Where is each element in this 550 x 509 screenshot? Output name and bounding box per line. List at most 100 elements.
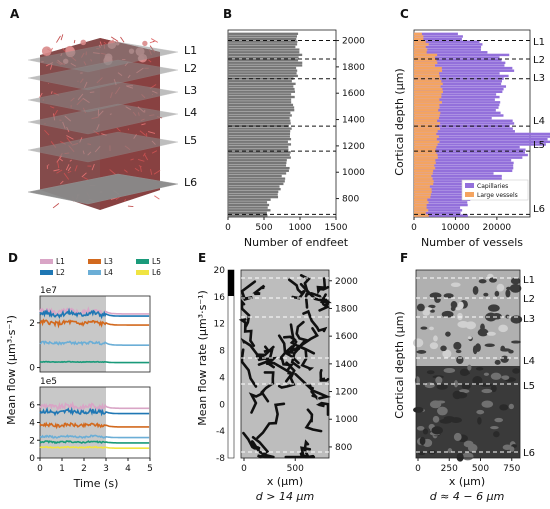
panel-f-cell [509,283,522,293]
panel-d-bottom-scale: 1e5 [40,377,57,387]
panel-b-bar [228,159,287,162]
panel-c-bar-capillaries [414,198,471,201]
panel-b-bar [228,98,292,101]
vessel-segment [110,36,119,42]
panel-c-bar-capillaries [414,103,500,107]
panel-b-bar [228,188,281,191]
panel-c-bar-large-vessels [414,137,437,141]
panel-b-ytick-label: 1800 [342,63,365,73]
panel-b-bar [228,201,268,204]
panel-b-bar [228,193,278,196]
legend-swatch-l3 [88,259,101,264]
panel-f-cell [453,341,462,350]
panel-f-cell [429,342,439,350]
panel-f-cell [510,277,521,285]
panel-c-bar-large-vessels [414,32,422,36]
panel-e-colorbar-tick: 8 [219,347,225,357]
panel-c-bar-large-vessels [414,87,443,91]
panel-f-cell [459,368,470,377]
panel-f-cell [481,388,493,394]
panel-c-bar-capillaries [414,195,478,199]
panel-e-vessel [238,318,256,347]
panel-d-xlabel: Time (s) [73,477,119,490]
vessel-top [80,39,87,46]
panel-f-cell [480,323,485,332]
panel-c-bar-capillaries [414,188,477,191]
vessel-segment [139,166,142,173]
legend-swatch-l6 [136,270,149,275]
panel-e-vessel [248,389,265,414]
panel-b-bar [228,206,268,209]
panel-d-top-stim-shade [40,296,106,372]
panel-b-bar [228,185,280,188]
panel-b-ytick-label: 1000 [342,168,365,178]
panel-c-bar-capillaries [414,137,548,141]
panel-c-bar-capillaries [414,209,463,212]
panel-c-bar-capillaries [414,211,461,215]
panel-a-layer-label: L6 [184,176,197,189]
panel-d-bottom-ytick-label: 0 [29,454,35,464]
panel-b-ytick-label: 2000 [342,37,365,47]
panel-c-bar-capillaries [414,98,495,101]
panel-c-bar-capillaries [414,214,468,217]
panel-b-bar [228,122,291,125]
vessel-top [41,46,52,56]
panel-c-bar-capillaries [414,40,480,43]
panel-f-cell [461,383,471,390]
panel-c-bar-capillaries [414,206,461,209]
panel-f-cell [467,336,472,340]
panel-f-cell [445,331,451,337]
panel-e-colorbar-tick: 4 [219,373,225,383]
panel-c-bar-capillaries [414,172,494,175]
panel-c-bar-capillaries [414,61,506,65]
panel-c-bar-large-vessels [414,148,436,151]
panel-c-bar-capillaries [414,111,501,115]
panel-f-cell [430,309,435,313]
panel-b-xtick-label: 0 [225,223,231,233]
panel-f-cell [424,307,433,311]
panel-e-vessel [257,345,278,369]
panel-a-layer-label: L5 [184,134,197,147]
panel-f-cell [483,292,489,297]
panel-b-bar [228,74,298,78]
panel-e-ytick-label: 1200 [335,388,358,398]
panel-f-cell [433,335,438,342]
panel-f-xtick-label: 0 [415,464,421,474]
legend-swatch-l5 [136,259,149,264]
vessel-segment [56,155,63,163]
vessel-segment [109,169,117,176]
panel-f-cell [428,304,436,309]
panel-c-bar-capillaries [414,51,488,54]
panel-d-top-series-l4 [39,340,150,347]
panel-c-bar-large-vessels [414,95,442,99]
panel-e-vessel [250,440,275,459]
panel-f-cell [486,331,496,336]
panel-c-layer-label: L1 [533,37,545,48]
panel-f-cell [502,444,512,451]
panel-e-vessel [299,274,311,309]
panel-f-cell [477,417,482,425]
panel-f-cell [419,436,426,446]
panel-f-layer-label: L2 [523,294,535,305]
legend-swatch-l2 [40,270,53,275]
panel-f-cell [457,320,470,328]
panel-f-cell [487,304,500,312]
panel-c-legend: Capillaries Large vessels [461,179,529,201]
panel-f-cell [435,376,443,384]
vessel-segment [50,91,53,94]
panel-b-bar [228,93,292,96]
panel-b-bar [228,66,297,70]
panel-f-cell [476,409,485,415]
panel-b-bar [228,203,270,207]
panel-d-top-series-l3 [39,318,150,329]
panel-d-bottom-series-l6 [39,445,150,449]
panel-c-bar-large-vessels [414,151,437,154]
vessel-segment [116,127,121,132]
vessel-segment [53,169,60,172]
panel-f-cell [511,340,521,344]
panel-b-bar [228,143,292,146]
panel-f-cell [484,343,495,347]
panel-c-bar-large-vessels [414,56,436,59]
panel-b-bar [228,130,291,133]
panel-c-bar-capillaries [414,124,510,128]
